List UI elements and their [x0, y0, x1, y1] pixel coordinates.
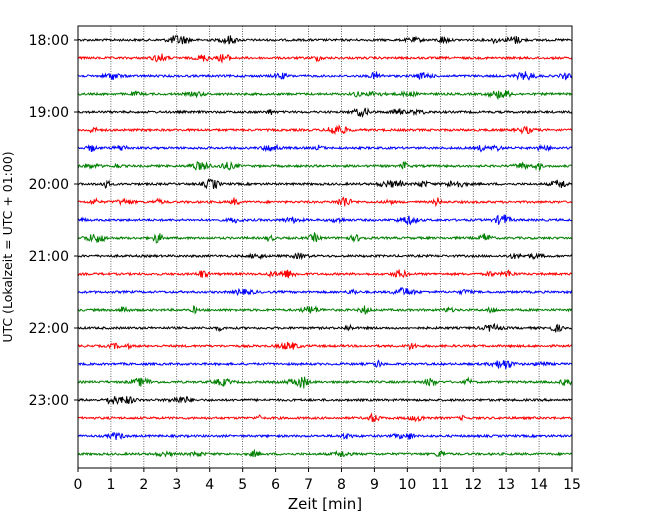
x-tick-label-8: 8: [337, 477, 346, 493]
y-tick-label-2100: 21:00: [29, 249, 69, 265]
trace-2115: [77, 269, 573, 279]
x-tick-label-14: 14: [530, 477, 548, 493]
trace-2000: [77, 178, 573, 190]
x-tick-label-3: 3: [172, 477, 181, 493]
trace-2145: [77, 304, 573, 316]
y-axis-ticks: 18:00 19:00 20:00 21:00 22:00 23:00: [29, 33, 78, 409]
trace-2030: [77, 214, 573, 226]
trace-2015: [77, 196, 573, 208]
x-tick-label-2: 2: [139, 477, 148, 493]
trace-2200: [77, 322, 573, 333]
trace-1915: [77, 124, 573, 136]
trace-2300: [77, 395, 573, 405]
x-tick-label-10: 10: [398, 477, 416, 493]
trace-2245: [77, 376, 573, 389]
x-tick-label-5: 5: [238, 477, 247, 493]
trace-1800: [77, 35, 573, 45]
vertical-grid: [110, 26, 540, 468]
plot-background: [78, 26, 572, 468]
x-tick-label-13: 13: [497, 477, 515, 493]
trace-1900: [77, 107, 573, 118]
trace-1815: [77, 53, 573, 64]
x-tick-label-9: 9: [370, 477, 379, 493]
y-axis-title: UTC (Lokalzeit = UTC + 01:00): [0, 151, 15, 342]
trace-1845: [77, 89, 573, 101]
x-axis-title: Zeit [min]: [288, 495, 362, 513]
trace-2330: [77, 431, 573, 441]
x-tick-label-0: 0: [74, 477, 83, 493]
y-tick-label-2300: 23:00: [29, 393, 69, 409]
x-tick-label-6: 6: [271, 477, 280, 493]
y-tick-label-1900: 19:00: [29, 105, 69, 121]
plot-frame: [77, 25, 573, 469]
y-tick-label-1800: 18:00: [29, 33, 69, 49]
x-tick-label-12: 12: [464, 477, 482, 493]
x-axis-ticks: 0 1 2 3 4 5 6 7 8 9 10 11 12 13 14 15: [74, 468, 581, 493]
trace-2230: [77, 359, 573, 370]
x-tick-label-1: 1: [106, 477, 115, 493]
y-tick-label-2000: 20:00: [29, 177, 69, 193]
x-tick-label-7: 7: [304, 477, 313, 493]
x-tick-label-4: 4: [205, 477, 214, 493]
seismic-traces: [77, 35, 573, 458]
x-tick-label-15: 15: [563, 477, 581, 493]
trace-2130: [77, 286, 573, 296]
trace-2315: [77, 412, 573, 423]
y-tick-label-2200: 22:00: [29, 321, 69, 337]
trace-1830: [77, 71, 573, 81]
trace-1930: [77, 143, 573, 153]
trace-2215: [77, 341, 573, 351]
trace-2345: [77, 448, 573, 458]
trace-2045: [77, 231, 573, 244]
trace-2100: [77, 252, 573, 261]
x-tick-label-11: 11: [431, 477, 449, 493]
trace-1945: [77, 160, 573, 172]
